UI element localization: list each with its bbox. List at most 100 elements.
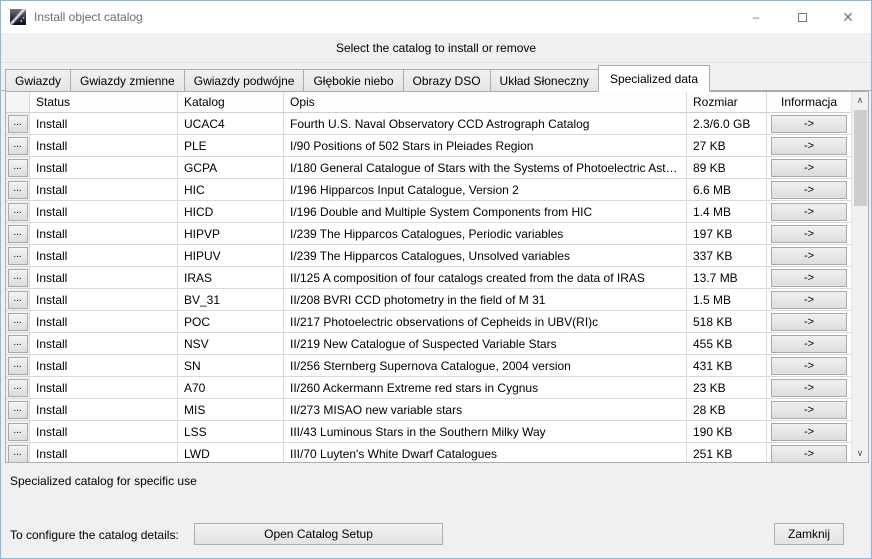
maximize-button[interactable] [779, 1, 825, 33]
cell-informacja: -> [767, 333, 851, 354]
cell-informacja: -> [767, 201, 851, 222]
cell-informacja: -> [767, 157, 851, 178]
cell-status: Install [30, 223, 178, 244]
scrollbar-thumb[interactable] [853, 110, 867, 206]
info-arrow-button[interactable]: -> [771, 334, 847, 353]
tab-gwiazdy-podwójne[interactable]: Gwiazdy podwójne [183, 69, 305, 91]
row-options-button[interactable]: ... [7, 114, 28, 133]
info-arrow-button[interactable]: -> [771, 290, 847, 309]
cell-opis: I/196 Hipparcos Input Catalogue, Version… [284, 179, 687, 200]
row-options-button[interactable]: ... [7, 312, 28, 331]
table-row: ... Install A70 II/260 Ackermann Extreme re… [6, 377, 851, 399]
row-options-button[interactable]: ... [7, 180, 28, 199]
cell-informacja: -> [767, 311, 851, 332]
cell-rozmiar-text: 431 KB [693, 358, 733, 373]
info-arrow-button[interactable]: -> [771, 378, 847, 397]
cell-informacja: -> [767, 443, 851, 462]
row-options-button[interactable]: ... [7, 356, 28, 375]
row-options-button[interactable]: ... [7, 224, 28, 243]
row-options-button[interactable]: ... [7, 202, 28, 221]
row-options-button[interactable]: ... [7, 136, 28, 155]
info-arrow-button[interactable]: -> [771, 268, 847, 287]
scroll-up-button[interactable]: ∧ [851, 92, 868, 109]
info-arrow-button[interactable]: -> [771, 422, 847, 441]
minimize-button[interactable]: – [733, 1, 779, 33]
cell-opis: I/196 Double and Multiple System Compone… [284, 201, 687, 222]
info-arrow-button[interactable]: -> [771, 444, 847, 462]
scroll-down-button[interactable]: ∨ [851, 445, 868, 462]
instruction-text: Select the catalog to install or remove [1, 33, 871, 63]
row-options-button[interactable]: ... [7, 158, 28, 177]
cell-opis-text: III/43 Luminous Stars in the Southern Mi… [290, 424, 546, 439]
row-options-button[interactable]: ... [7, 378, 28, 397]
info-arrow-button[interactable]: -> [771, 202, 847, 221]
row-options-button[interactable]: ... [7, 334, 28, 353]
row-options-cell: ... [6, 289, 30, 310]
info-arrow-button[interactable]: -> [771, 224, 847, 243]
tab-gwiazdy-zmienne[interactable]: Gwiazdy zmienne [70, 69, 185, 91]
cell-rozmiar: 431 KB [687, 355, 767, 376]
tab-obrazy-dso[interactable]: Obrazy DSO [402, 69, 491, 91]
cell-katalog-text: HIPVP [184, 226, 221, 241]
row-options-cell: ... [6, 179, 30, 200]
row-options-cell: ... [6, 443, 30, 462]
cell-rozmiar: 23 KB [687, 377, 767, 398]
cell-rozmiar-text: 27 KB [693, 138, 726, 153]
cell-status: Install [30, 157, 178, 178]
table-row: ... Install LSS III/43 Luminous Stars in th… [6, 421, 851, 443]
info-arrow-button[interactable]: -> [771, 158, 847, 177]
vertical-scrollbar[interactable]: ∧ ∨ [851, 92, 868, 462]
cell-opis-text: I/196 Double and Multiple System Compone… [290, 204, 593, 219]
cell-status-text: Install [36, 446, 68, 461]
comet-app-icon [10, 9, 26, 25]
info-arrow-button[interactable]: -> [771, 356, 847, 375]
info-arrow-button[interactable]: -> [771, 312, 847, 331]
cell-rozmiar-text: 197 KB [693, 226, 733, 241]
minimize-icon: – [752, 10, 760, 24]
window-controls: – ✕ [733, 1, 871, 33]
cell-status-text: Install [36, 336, 68, 351]
table-row: ... Install HIPUV I/239 The Hipparcos Catal… [6, 245, 851, 267]
open-catalog-setup-button[interactable]: Open Catalog Setup [194, 523, 443, 545]
table-row: ... Install PLE I/90 Positions of 502 Stars… [6, 135, 851, 157]
info-arrow-button[interactable]: -> [771, 180, 847, 199]
cell-opis-text: II/125 A composition of four catalogs cr… [290, 270, 645, 285]
tab-układ-słoneczny[interactable]: Układ Słoneczny [489, 69, 599, 91]
zamknij-close-button[interactable]: Zamknij [774, 523, 844, 545]
cell-informacja: -> [767, 399, 851, 420]
close-button[interactable]: ✕ [825, 1, 871, 33]
cell-status-text: Install [36, 270, 68, 285]
tab-specialized-data[interactable]: Specialized data [597, 65, 710, 92]
row-options-button[interactable]: ... [7, 400, 28, 419]
row-options-button[interactable]: ... [7, 422, 28, 441]
cell-status: Install [30, 421, 178, 442]
cell-katalog: HICD [178, 201, 284, 222]
cell-rozmiar-text: 190 KB [693, 424, 733, 439]
cell-opis-text: I/239 The Hipparcos Catalogues, Periodic… [290, 226, 564, 241]
cell-status-text: Install [36, 292, 68, 307]
cell-katalog: POC [178, 311, 284, 332]
tab-gwiazdy[interactable]: Gwiazdy [5, 69, 72, 91]
row-options-cell: ... [6, 267, 30, 288]
column-header-label: Status [36, 95, 71, 109]
cell-opis: II/208 BVRI CCD photometry in the field … [284, 289, 687, 310]
cell-opis: II/219 New Catalogue of Suspected Variab… [284, 333, 687, 354]
info-arrow-button[interactable]: -> [771, 246, 847, 265]
info-arrow-button[interactable]: -> [771, 114, 847, 133]
configure-label: To configure the catalog details: [10, 528, 179, 542]
row-options-button[interactable]: ... [7, 290, 28, 309]
row-options-button[interactable]: ... [7, 444, 28, 462]
cell-opis-text: II/217 Photoelectric observations of Cep… [290, 314, 599, 329]
cell-status-text: Install [36, 402, 68, 417]
info-arrow-button[interactable]: -> [771, 136, 847, 155]
column-header-katalog: Katalog [178, 92, 284, 112]
table-row: ... Install HICD I/196 Double and Multiple … [6, 201, 851, 223]
tab-głębokie-niebo[interactable]: Głębokie niebo [303, 69, 404, 91]
cell-katalog-text: HIC [184, 182, 205, 197]
info-arrow-button[interactable]: -> [771, 400, 847, 419]
cell-opis-text: II/260 Ackermann Extreme red stars in Cy… [290, 380, 539, 395]
row-options-button[interactable]: ... [7, 246, 28, 265]
chevron-up-icon: ∧ [856, 95, 864, 105]
row-options-button[interactable]: ... [7, 268, 28, 287]
cell-status-text: Install [36, 204, 68, 219]
